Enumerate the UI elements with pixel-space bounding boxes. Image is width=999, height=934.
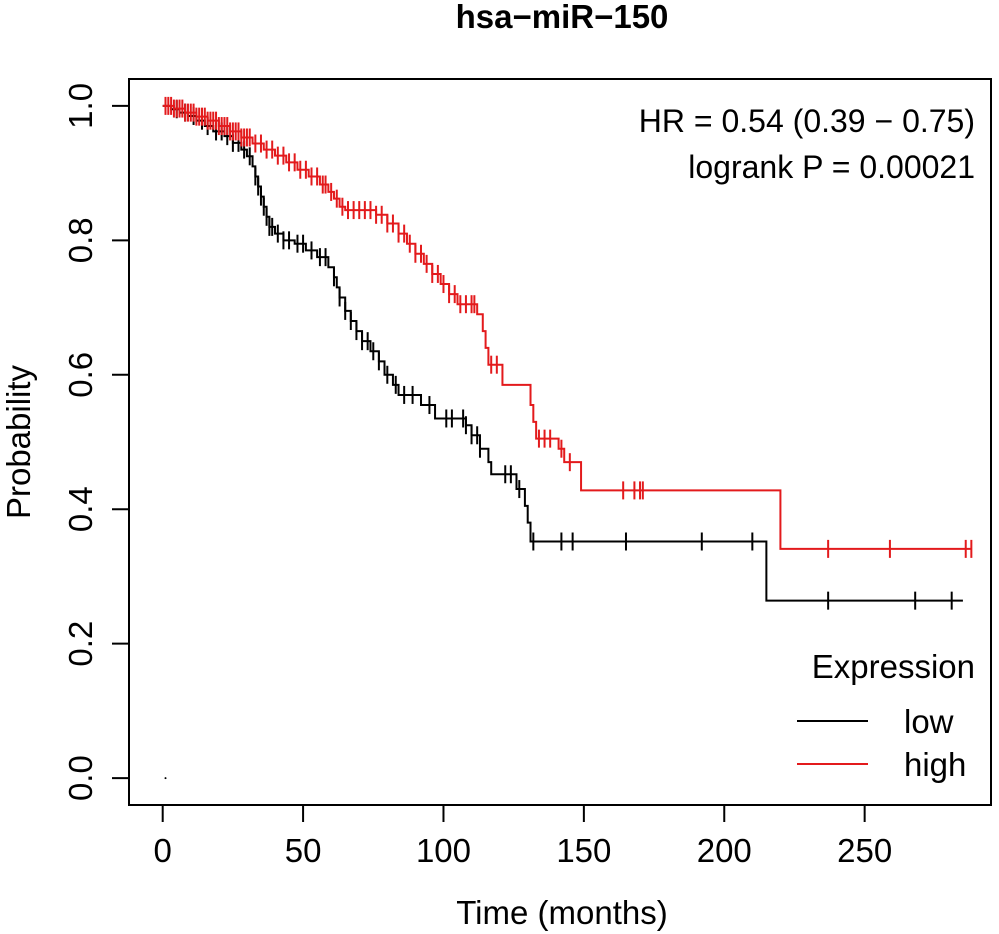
y-tick-label: 0.4	[62, 486, 99, 532]
origin-point	[164, 777, 167, 780]
series-high	[162, 96, 973, 558]
y-tick-label: 0.2	[62, 621, 99, 667]
x-tick-label: 100	[416, 832, 471, 869]
legend-entry-high: high	[904, 746, 966, 783]
x-axis: 0 50 100 150 200 250	[154, 804, 892, 869]
x-tick-label: 200	[697, 832, 752, 869]
survival-curves	[162, 96, 973, 780]
chart-title: hsa−miR−150	[456, 0, 669, 35]
y-tick-label: 0.0	[62, 755, 99, 801]
x-tick-label: 0	[154, 832, 172, 869]
y-axis-label: Probability	[0, 364, 37, 519]
x-axis-label: Time (months)	[456, 894, 667, 931]
x-tick-label: 150	[556, 832, 611, 869]
y-tick-label: 0.8	[62, 217, 99, 263]
y-tick-label: 1.0	[62, 83, 99, 129]
legend-entry-low: low	[904, 703, 954, 740]
logrank-annotation: logrank P = 0.00021	[688, 149, 975, 185]
hr-annotation: HR = 0.54 (0.39 − 0.75)	[639, 103, 975, 139]
x-tick-label: 250	[837, 832, 892, 869]
y-axis: 0.0 0.2 0.4 0.6 0.8 1.0	[62, 83, 130, 801]
legend: Expression low high	[797, 648, 975, 783]
x-tick-label: 50	[285, 832, 322, 869]
legend-title: Expression	[812, 648, 975, 685]
y-tick-label: 0.6	[62, 352, 99, 398]
